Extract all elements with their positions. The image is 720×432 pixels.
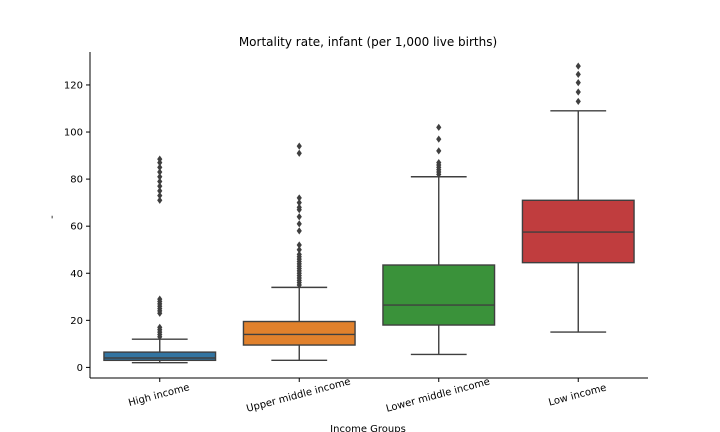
- outlier-point: [296, 194, 302, 202]
- outlier-point: [157, 295, 163, 303]
- x-tick-label: High income: [127, 382, 191, 409]
- y-axis-label: -: [47, 215, 58, 219]
- y-tick-label: 100: [64, 128, 83, 139]
- outlier-point: [157, 191, 163, 200]
- outlier-point: [157, 173, 163, 181]
- outlier-point: [157, 155, 163, 163]
- outlier-point: [157, 196, 163, 204]
- outlier-point: [296, 142, 302, 150]
- outlier-point: [157, 187, 163, 195]
- outlier-point: [157, 323, 163, 331]
- outlier-point: [575, 62, 581, 70]
- y-tick-label: 40: [70, 269, 83, 280]
- outlier-point: [436, 147, 442, 155]
- x-tick-label: Low income: [547, 383, 607, 409]
- outlier-point: [575, 78, 581, 87]
- outlier-point: [296, 246, 302, 254]
- x-tick-label: Upper middle income: [245, 376, 352, 414]
- outlier-point: [296, 199, 302, 207]
- x-tick-label: Lower middle income: [385, 376, 491, 414]
- outlier-point: [436, 159, 442, 167]
- box-1: [242, 320, 356, 346]
- outlier-point: [296, 227, 302, 235]
- outlier-point: [157, 163, 163, 171]
- outlier-point: [157, 168, 163, 176]
- outlier-point: [296, 149, 302, 157]
- outlier-point: [575, 88, 581, 96]
- box-0: [103, 351, 217, 362]
- outlier-point: [296, 220, 302, 228]
- plot-area: 0 20 40 60 80 100 120 High income Upper middle i…: [64, 52, 648, 415]
- box-2: [382, 264, 496, 326]
- outlier-point: [296, 250, 302, 259]
- y-tick-label: 60: [70, 222, 83, 233]
- outlier-point: [436, 135, 442, 143]
- outlier-point: [296, 241, 302, 249]
- outlier-point: [575, 70, 581, 78]
- y-tick-label: 120: [64, 80, 83, 91]
- outlier-point: [157, 177, 163, 186]
- x-axis-label: Income Groups: [330, 424, 406, 432]
- y-tick-label: 80: [70, 175, 83, 186]
- y-tick-label: 0: [77, 363, 83, 374]
- outlier-point: [296, 213, 302, 221]
- outlier-point: [436, 123, 442, 131]
- outlier-point: [157, 182, 163, 190]
- chart-title: Mortality rate, infant (per 1,000 live b…: [239, 35, 497, 49]
- outlier-point: [575, 97, 581, 106]
- y-tick-label: 20: [70, 316, 83, 327]
- outlier-point: [296, 203, 302, 211]
